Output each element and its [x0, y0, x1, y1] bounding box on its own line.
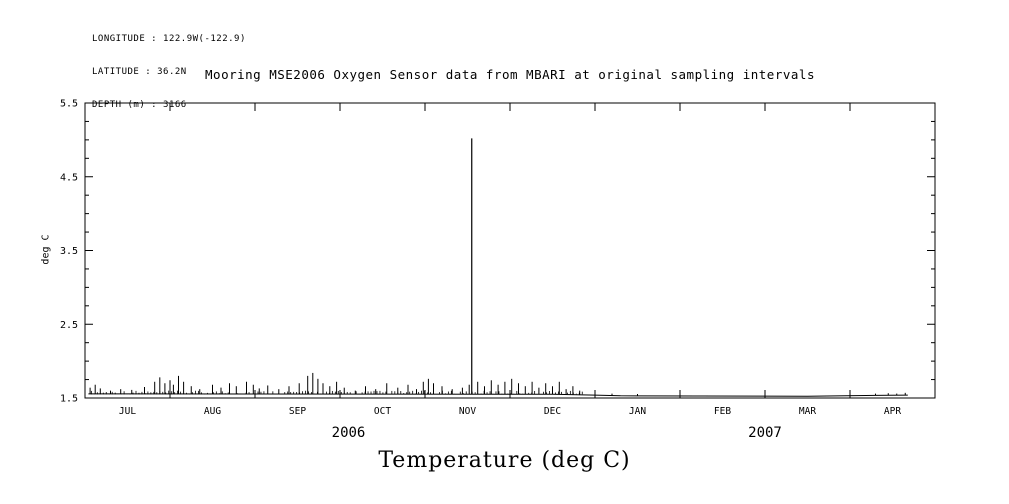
year-label: 2006 — [332, 425, 366, 441]
month-label: APR — [884, 406, 901, 417]
month-label: AUG — [204, 406, 221, 417]
y-tick-label: 3.5 — [60, 246, 78, 257]
y-tick-label: 5.5 — [60, 99, 78, 110]
month-label: JAN — [629, 406, 646, 417]
month-label: SEP — [289, 406, 306, 417]
axis-frame — [84, 102, 936, 399]
latitude-label: LATITUDE : 36.2N — [92, 67, 187, 77]
station-metadata: LONGITUDE : 122.9W(-122.9) LATITUDE : 36… — [92, 12, 246, 133]
chart-title: Mooring MSE2006 Oxygen Sensor data from … — [205, 67, 815, 82]
y-tick-label: 4.5 — [60, 172, 78, 183]
month-label: MAR — [799, 406, 816, 417]
month-label: JUL — [119, 406, 136, 417]
month-label: FEB — [714, 406, 731, 417]
month-label: NOV — [459, 406, 476, 417]
year-label: 2007 — [748, 425, 782, 441]
y-tick-label: 1.5 — [60, 394, 78, 405]
month-label: OCT — [374, 406, 391, 417]
longitude-label: LONGITUDE : 122.9W(-122.9) — [92, 34, 246, 44]
y-tick-label: 2.5 — [60, 320, 78, 331]
month-label: DEC — [544, 406, 561, 417]
x-axis-title: Temperature (deg C) — [378, 448, 631, 473]
depth-label: DEPTH (m) : 3166 — [92, 100, 187, 110]
